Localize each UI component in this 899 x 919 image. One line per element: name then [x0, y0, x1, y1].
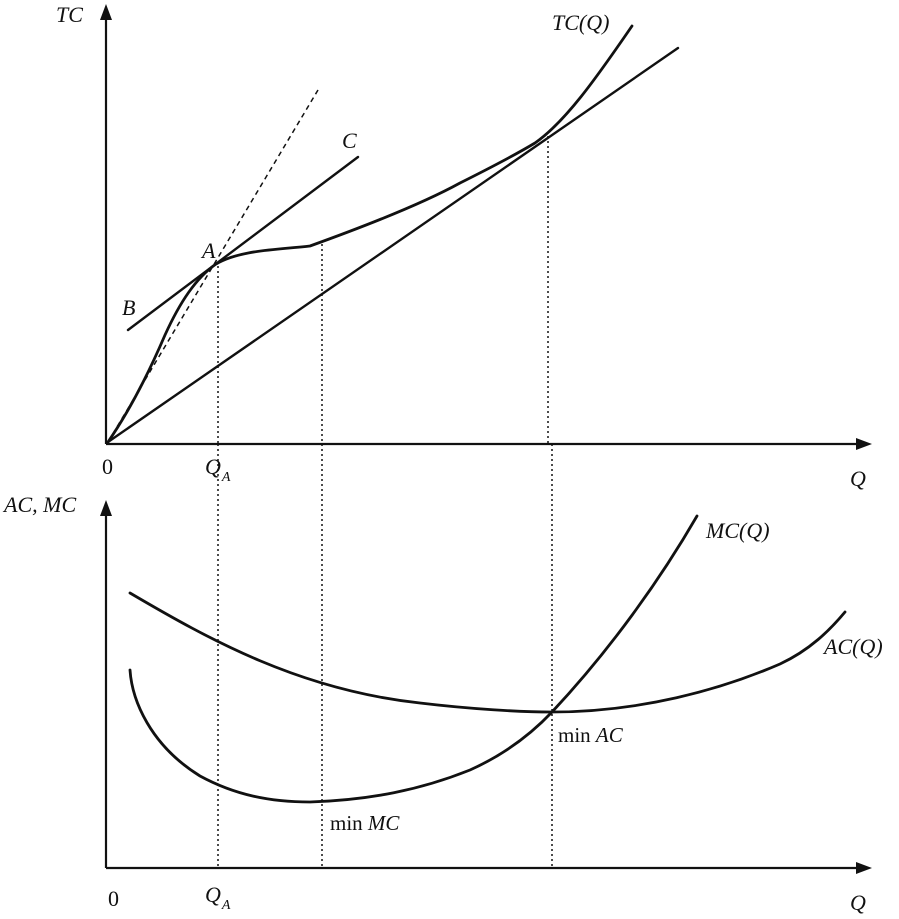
bottom-x-axis-arrow: [856, 862, 872, 874]
tangent-line-bc: [126, 155, 360, 332]
top-y-axis-arrow: [100, 4, 112, 20]
ac-curve-label: AC(Q): [822, 634, 883, 659]
bottom-qa-main: Q: [205, 882, 221, 907]
ray-origin-min-ac: [106, 46, 680, 444]
top-qa-main: Q: [205, 454, 221, 479]
top-qa-label: QA: [205, 454, 231, 485]
bottom-origin-label: 0: [108, 886, 119, 911]
top-origin-label: 0: [102, 454, 113, 479]
bottom-y-axis-label: AC, MC: [2, 492, 76, 517]
top-qa-subscript: A: [221, 470, 231, 485]
bottom-y-axis-arrow: [100, 500, 112, 516]
top-y-axis-label: TC: [56, 2, 83, 27]
top-x-axis-arrow: [856, 438, 872, 450]
mc-curve: [128, 514, 699, 804]
min-ac-var: AC: [594, 723, 624, 747]
bottom-qa-label: QA: [205, 882, 231, 913]
point-c-label: C: [342, 128, 357, 153]
min-mc-var: MC: [367, 811, 400, 835]
point-b-label: B: [122, 295, 135, 320]
ac-curve: [128, 591, 847, 714]
tc-curve-label: TC(Q): [552, 10, 609, 35]
point-a-label: A: [200, 238, 216, 263]
min-ac-prefix: min: [558, 723, 596, 747]
bottom-qa-subscript: A: [221, 898, 231, 913]
bottom-x-axis-label: Q: [850, 890, 866, 915]
tc-curve: [106, 24, 634, 444]
min-ac-label: min AC: [558, 723, 624, 747]
top-x-axis-label: Q: [850, 466, 866, 491]
mc-curve-label: MC(Q): [705, 518, 770, 543]
min-mc-label: min MC: [330, 811, 400, 835]
bottom-panel: AC, MC 0 Q QA MC(Q) AC(Q) min AC min MC: [2, 444, 883, 915]
top-panel: TC 0 Q QA TC(Q) A B C: [56, 2, 872, 491]
min-mc-prefix: min: [330, 811, 368, 835]
